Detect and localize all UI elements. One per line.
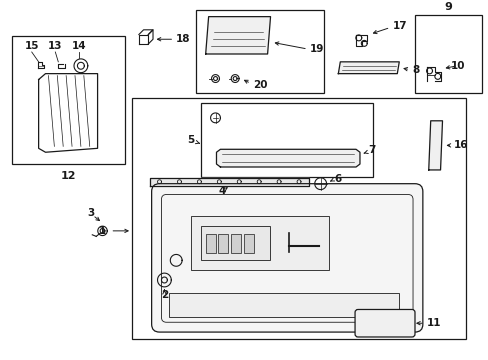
Text: 1: 1 xyxy=(99,226,106,236)
Text: 3: 3 xyxy=(87,208,94,218)
Polygon shape xyxy=(216,149,359,167)
Text: 11: 11 xyxy=(426,318,440,328)
Bar xyxy=(201,103,372,177)
Polygon shape xyxy=(338,62,399,74)
Bar xyxy=(218,234,228,253)
Text: 14: 14 xyxy=(71,41,86,51)
Text: 6: 6 xyxy=(334,174,341,184)
FancyBboxPatch shape xyxy=(354,310,414,337)
Bar xyxy=(169,293,399,317)
Bar xyxy=(12,36,125,164)
Text: 19: 19 xyxy=(309,44,324,54)
Bar xyxy=(244,234,253,253)
Bar xyxy=(132,98,465,339)
Bar xyxy=(414,15,481,93)
Bar xyxy=(205,234,215,253)
Text: 13: 13 xyxy=(48,41,62,51)
Text: 18: 18 xyxy=(176,34,190,44)
Bar xyxy=(196,10,323,93)
Text: 17: 17 xyxy=(391,22,406,31)
Text: 9: 9 xyxy=(444,2,451,12)
Bar xyxy=(201,226,269,260)
Text: 15: 15 xyxy=(24,41,39,51)
Text: 5: 5 xyxy=(187,135,194,145)
Text: 7: 7 xyxy=(367,145,374,155)
Text: 10: 10 xyxy=(450,61,465,71)
Text: 4: 4 xyxy=(218,185,225,195)
Polygon shape xyxy=(205,17,270,54)
Text: 8: 8 xyxy=(411,65,418,75)
Text: 2: 2 xyxy=(161,290,168,300)
Text: 16: 16 xyxy=(453,140,468,150)
Polygon shape xyxy=(428,121,442,170)
Text: 12: 12 xyxy=(61,171,76,181)
Bar xyxy=(190,216,328,270)
Text: 20: 20 xyxy=(252,80,267,90)
Bar xyxy=(231,234,241,253)
Polygon shape xyxy=(149,178,308,186)
FancyBboxPatch shape xyxy=(151,184,422,332)
